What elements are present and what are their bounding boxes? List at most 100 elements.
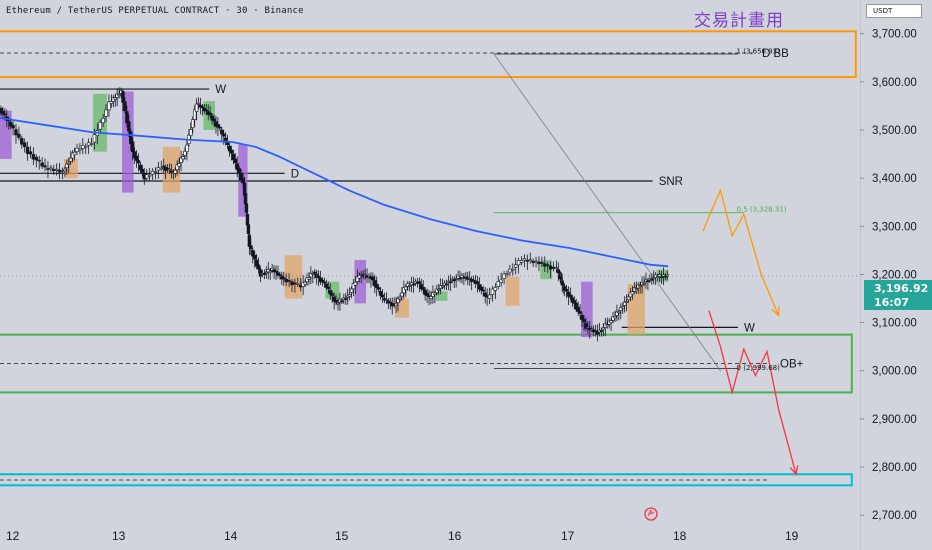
candle-body xyxy=(578,311,582,314)
current-price-value: 3,196.92 xyxy=(874,282,929,295)
candle-body xyxy=(564,288,569,292)
candle-body xyxy=(326,286,331,289)
candle-body xyxy=(145,174,149,179)
candle-body xyxy=(514,264,518,268)
highlight-box-9 xyxy=(354,260,367,304)
candle-body xyxy=(411,283,416,286)
candle-body xyxy=(140,169,145,173)
candle-body xyxy=(14,129,18,136)
annotation-layer: W D SNR D BB W OB+ 1 (3,656.93) 0.5 (3,328.31) 0… xyxy=(215,47,803,371)
candle-body xyxy=(161,165,166,168)
candle-body xyxy=(3,113,7,116)
candle-body xyxy=(638,285,642,288)
candle-body xyxy=(452,278,456,282)
zones-layer xyxy=(0,30,857,487)
candle-body xyxy=(460,275,464,278)
y-tick-label: 3,200.00 xyxy=(872,269,917,281)
candle-body xyxy=(371,276,375,281)
candle-body xyxy=(134,155,139,161)
candle-body xyxy=(621,306,625,309)
price-axis[interactable]: 2,700.00 2,800.00 2,900.00 3,000.00 3,100.00… xyxy=(860,0,932,550)
candle-body xyxy=(429,296,433,299)
candle-body xyxy=(67,162,71,165)
candle-body xyxy=(634,288,638,290)
candle-body xyxy=(175,164,179,171)
y-tick-label: 3,700.00 xyxy=(872,29,917,41)
candle-body xyxy=(568,294,573,298)
candle-body xyxy=(20,138,24,145)
candle-body xyxy=(630,291,635,295)
level-label-2: SNR xyxy=(659,176,683,188)
candle-body xyxy=(247,234,252,247)
candle-body xyxy=(278,274,282,276)
candle-body xyxy=(235,163,239,171)
x-tick-label: 19 xyxy=(785,529,799,543)
candle-body xyxy=(320,279,325,283)
candle-body xyxy=(8,122,13,127)
candle-body xyxy=(121,91,125,103)
trend-diagonal-line xyxy=(493,53,721,371)
candle-body xyxy=(425,292,429,297)
candle-body xyxy=(159,167,163,170)
candle-body xyxy=(522,258,527,261)
y-tick-label: 3,300.00 xyxy=(872,221,917,233)
price-chart-plot[interactable]: W D SNR D BB W OB+ 1 (3,656.93) 0.5 (3,328.31) 0… xyxy=(0,0,860,550)
candle-body xyxy=(609,320,613,323)
level-label-5: OB+ xyxy=(780,359,804,371)
candle-body xyxy=(0,108,3,114)
level-label-1: D xyxy=(291,168,299,180)
candle-body xyxy=(572,300,577,304)
candle-body xyxy=(496,281,500,287)
candle-body xyxy=(559,277,563,280)
candle-body xyxy=(562,286,567,291)
candle-body xyxy=(192,109,197,120)
candle-body xyxy=(655,276,660,278)
y-tick-label: 3,400.00 xyxy=(872,173,917,185)
highlight-box-5 xyxy=(203,101,215,130)
candle-body xyxy=(427,295,431,298)
candle-body xyxy=(272,269,276,273)
candle-body xyxy=(125,111,129,124)
candle-body xyxy=(619,307,623,311)
candle-body xyxy=(92,134,97,143)
candle-body xyxy=(566,291,571,297)
highlight-box-11 xyxy=(435,291,448,301)
candle-body xyxy=(479,286,484,291)
highlight-box-10 xyxy=(395,298,410,318)
candle-body xyxy=(194,103,199,112)
event-icon-glyph xyxy=(647,509,655,517)
candle-body xyxy=(98,121,102,130)
candle-body xyxy=(380,294,385,298)
candle-body xyxy=(499,279,503,283)
y-tick-label: 3,500.00 xyxy=(872,125,917,137)
candle-body xyxy=(493,287,498,291)
candle-body xyxy=(516,260,521,266)
x-tick-label: 16 xyxy=(448,529,462,543)
candle-body xyxy=(198,104,203,108)
candle-body xyxy=(123,101,127,111)
candle-body xyxy=(454,278,458,280)
candle-body xyxy=(396,298,400,303)
candle-body xyxy=(402,287,406,294)
candle-body xyxy=(584,323,588,329)
candle-body xyxy=(129,131,133,144)
candle-body xyxy=(57,169,62,173)
candle-body xyxy=(557,272,561,274)
candle-body xyxy=(652,277,656,279)
candle-body xyxy=(81,145,85,149)
candle-body xyxy=(328,290,332,295)
candle-body xyxy=(150,170,155,175)
candle-body xyxy=(214,121,218,127)
candle-body xyxy=(290,281,294,286)
highlight-box-13 xyxy=(540,260,553,280)
candle-body xyxy=(11,124,15,129)
y-axis-ticks: 2,700.00 2,800.00 2,900.00 3,000.00 3,100.00… xyxy=(860,29,917,522)
candle-body xyxy=(543,263,547,267)
level-label-0: W xyxy=(215,84,226,96)
currency-selector[interactable]: USDT xyxy=(866,4,922,18)
candle-body xyxy=(330,293,334,296)
candle-body xyxy=(551,266,556,269)
candle-body xyxy=(246,224,251,234)
x-tick-label: 14 xyxy=(224,529,238,543)
candle-body xyxy=(262,273,267,276)
